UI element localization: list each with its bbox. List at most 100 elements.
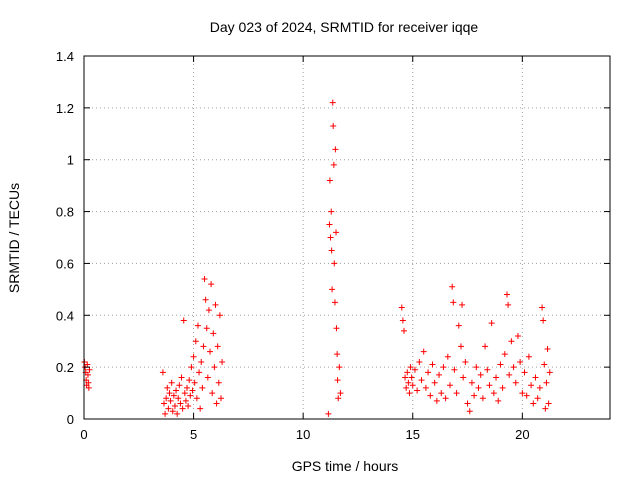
data-point <box>454 390 460 396</box>
data-point <box>414 387 420 393</box>
data-point <box>547 369 553 375</box>
data-point <box>401 328 407 334</box>
data-point <box>216 380 222 386</box>
data-point <box>336 364 342 370</box>
data-point <box>432 380 438 386</box>
data-point <box>183 398 189 404</box>
data-point <box>206 307 212 313</box>
chart-title: Day 023 of 2024, SRMTID for receiver iqq… <box>210 19 479 35</box>
data-point <box>447 382 453 388</box>
data-point <box>471 393 477 399</box>
data-point <box>172 403 178 409</box>
data-point <box>179 375 185 381</box>
data-point <box>460 375 466 381</box>
data-point <box>205 375 211 381</box>
data-point <box>325 411 331 417</box>
data-point <box>326 222 332 228</box>
data-point <box>425 369 431 375</box>
data-point <box>440 364 446 370</box>
data-point <box>500 385 506 391</box>
data-point <box>543 380 549 386</box>
data-point <box>537 385 543 391</box>
data-point <box>486 382 492 388</box>
y-tick-label: 0.8 <box>56 205 74 220</box>
data-point <box>199 385 205 391</box>
data-point <box>532 375 538 381</box>
data-point <box>489 320 495 326</box>
data-point <box>207 349 213 355</box>
data-point <box>409 375 415 381</box>
data-point <box>511 364 517 370</box>
data-point <box>491 390 497 396</box>
data-point <box>182 390 188 396</box>
x-axis-label: GPS time / hours <box>292 458 399 474</box>
data-point <box>189 387 195 393</box>
data-point <box>193 338 199 344</box>
data-point <box>539 305 545 311</box>
data-point <box>192 380 198 386</box>
data-point <box>445 354 451 360</box>
data-point <box>513 380 519 386</box>
data-point <box>469 380 475 386</box>
data-point <box>211 364 217 370</box>
data-point <box>546 400 552 406</box>
data-point <box>419 377 425 383</box>
data-point <box>467 408 473 414</box>
data-point <box>177 400 183 406</box>
data-point <box>476 385 482 391</box>
data-point <box>332 299 338 305</box>
data-point <box>493 375 499 381</box>
data-point <box>443 395 449 401</box>
x-tick-label: 10 <box>296 427 310 442</box>
data-points <box>81 100 552 417</box>
data-point <box>162 411 168 417</box>
data-point <box>188 364 194 370</box>
y-tick-label: 1 <box>67 153 74 168</box>
data-point <box>542 406 548 412</box>
data-point <box>215 343 221 349</box>
data-point <box>210 330 216 336</box>
data-point <box>160 369 166 375</box>
y-tick-label: 1.4 <box>56 49 74 64</box>
x-tick-label: 15 <box>406 427 420 442</box>
data-point <box>406 390 412 396</box>
data-point <box>450 299 456 305</box>
data-point <box>208 281 214 287</box>
data-point <box>502 351 508 357</box>
data-point <box>218 395 224 401</box>
data-point <box>194 395 200 401</box>
data-point <box>164 385 170 391</box>
data-point <box>480 395 486 401</box>
x-tick-label: 5 <box>190 427 197 442</box>
data-point <box>438 390 444 396</box>
data-point <box>337 390 343 396</box>
data-point <box>473 364 479 370</box>
data-point <box>197 406 203 412</box>
x-tick-label: 20 <box>515 427 529 442</box>
data-point <box>482 343 488 349</box>
data-point <box>214 400 220 406</box>
data-point <box>515 333 521 339</box>
data-point <box>465 400 471 406</box>
plot-frame <box>84 56 610 419</box>
data-point <box>331 162 337 168</box>
data-point <box>506 372 512 378</box>
data-point <box>421 349 427 355</box>
grid-lines <box>84 56 610 419</box>
data-point <box>181 317 187 323</box>
data-point <box>202 276 208 282</box>
data-point <box>541 362 547 368</box>
data-point <box>335 377 341 383</box>
data-point <box>331 260 337 266</box>
data-point <box>530 400 536 406</box>
data-point <box>535 395 541 401</box>
chart: Day 023 of 2024, SRMTID for receiver iqq… <box>0 0 640 480</box>
data-point <box>508 338 514 344</box>
data-point <box>330 123 336 129</box>
data-point <box>528 382 534 388</box>
data-point <box>540 317 546 323</box>
data-point <box>328 235 334 241</box>
data-point <box>169 380 175 386</box>
data-point <box>335 395 341 401</box>
data-point <box>545 346 551 352</box>
